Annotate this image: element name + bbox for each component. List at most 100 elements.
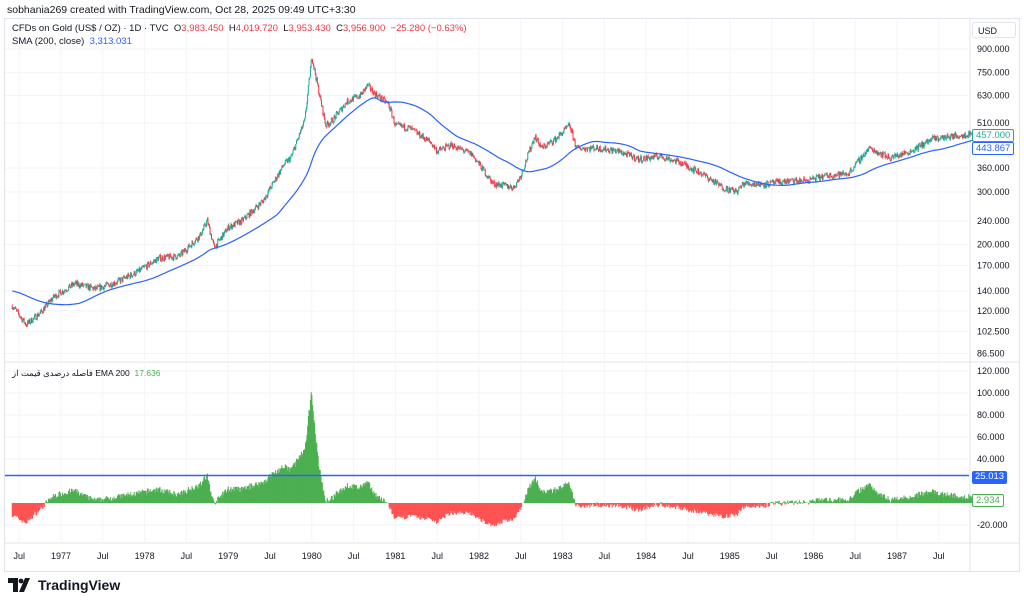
histogram-bar: [936, 491, 939, 503]
candle: [452, 147, 454, 150]
histogram-bar: [465, 503, 467, 512]
candle: [390, 107, 392, 111]
histogram-bar: [633, 503, 635, 512]
candle: [711, 179, 713, 182]
histogram-bar: [971, 497, 973, 503]
candle: [969, 132, 971, 136]
candle: [22, 318, 24, 320]
candle: [934, 136, 936, 140]
histogram-bar: [327, 500, 329, 503]
histogram-bar: [762, 503, 764, 507]
candle: [60, 292, 62, 296]
candle: [285, 160, 287, 161]
candle: [603, 148, 605, 151]
candle: [147, 262, 149, 263]
candle: [47, 304, 49, 307]
histogram-bar: [105, 498, 107, 503]
candle: [704, 172, 706, 175]
tradingview-logo[interactable]: TradingView: [8, 577, 120, 593]
time-tick-label: Jul: [682, 551, 694, 561]
candle: [924, 141, 926, 144]
symbol-title[interactable]: CFDs on Gold (US$ / OZ) · 1D · TVC: [12, 23, 169, 34]
histogram-bar: [55, 498, 57, 503]
histogram-bar: [960, 496, 962, 503]
candle: [527, 152, 529, 160]
histogram-bar: [558, 486, 560, 503]
candle: [398, 122, 400, 124]
histogram-bar: [350, 487, 352, 503]
candle: [307, 85, 309, 95]
sma-label[interactable]: SMA (200, close): [12, 36, 85, 47]
histogram-bar: [410, 503, 412, 517]
candle: [487, 177, 489, 179]
candle: [692, 168, 694, 170]
osc-label[interactable]: فاصله درصدی قیمت از EMA 200: [12, 368, 130, 378]
histogram-bar: [112, 498, 114, 503]
histogram-bar: [323, 490, 325, 503]
candle: [437, 151, 439, 153]
candle: [604, 146, 606, 151]
histogram-bar: [622, 503, 624, 507]
histogram-bar: [903, 495, 905, 503]
histogram-bar: [337, 494, 339, 503]
candle: [792, 178, 794, 182]
histogram-bar: [465, 503, 468, 512]
candle: [295, 140, 297, 145]
candle: [795, 178, 797, 181]
histogram-bar: [632, 503, 634, 509]
candle: [587, 147, 589, 149]
candle: [195, 238, 197, 240]
candle: [56, 296, 58, 299]
candle: [464, 151, 466, 152]
candle: [403, 124, 405, 127]
histogram-bar: [446, 503, 448, 515]
histogram-bar: [68, 488, 70, 503]
histogram-bar: [667, 503, 670, 505]
histogram-bar: [334, 494, 336, 503]
candle: [161, 256, 163, 260]
candle: [936, 136, 938, 141]
histogram-bar: [454, 503, 456, 514]
candle: [153, 260, 155, 262]
histogram-bar: [31, 503, 33, 520]
candle: [339, 109, 341, 113]
candle: [481, 169, 483, 171]
histogram-bar: [212, 497, 214, 503]
currency-button[interactable]: USD: [972, 22, 1016, 38]
histogram-bar: [867, 486, 869, 503]
histogram-bar: [911, 497, 913, 503]
candle: [510, 185, 512, 188]
histogram-bar: [619, 503, 621, 507]
histogram-bar: [629, 503, 631, 506]
histogram-bar: [426, 503, 429, 517]
candle: [394, 123, 396, 126]
candle: [206, 218, 208, 222]
histogram-bar: [307, 416, 309, 503]
histogram-bar: [467, 503, 469, 513]
histogram-bar: [639, 503, 641, 510]
histogram-bar: [189, 489, 191, 503]
candle: [66, 291, 68, 292]
histogram-bar: [773, 503, 775, 505]
candle: [833, 176, 835, 178]
candle: [932, 135, 934, 139]
histogram-bar: [74, 489, 76, 503]
candle: [889, 157, 891, 161]
histogram-bar: [946, 492, 948, 503]
price-tick-label: 102.500: [977, 326, 1010, 336]
histogram-bar: [96, 500, 98, 503]
histogram-bar: [200, 485, 202, 503]
histogram-bar: [793, 503, 795, 505]
candle: [624, 152, 626, 154]
histogram-bar: [226, 491, 228, 503]
candle: [300, 126, 302, 131]
candle: [605, 150, 607, 152]
histogram-bar: [285, 465, 287, 503]
candle: [617, 148, 619, 153]
histogram-bar: [695, 503, 697, 512]
candle: [176, 255, 178, 259]
candle: [519, 176, 521, 178]
candle: [305, 108, 307, 112]
histogram-bar: [116, 495, 119, 503]
